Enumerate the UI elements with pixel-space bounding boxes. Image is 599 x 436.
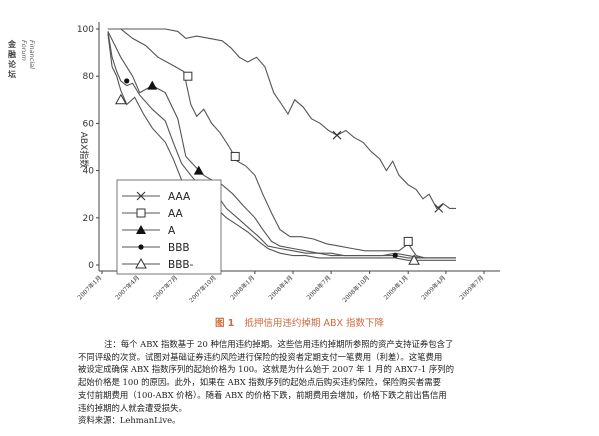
y-tick-label: 40 bbox=[83, 167, 95, 177]
legend-marker bbox=[135, 257, 147, 269]
series-marker-bbb bbox=[124, 78, 130, 84]
note-line: 注：每个 ABX 指数基于 20 种信用违约掉期。这些信用违约掉期所参照的资产支… bbox=[104, 339, 454, 349]
x-tick-label: 2007年10月 bbox=[187, 274, 217, 304]
legend-marker bbox=[136, 191, 146, 201]
legend-marker bbox=[138, 244, 144, 250]
series-marker-aa bbox=[230, 151, 240, 161]
figure-caption: 图 1 抵押信用违约掉期 ABX 指数下降 bbox=[0, 315, 599, 329]
legend-label: AA bbox=[168, 208, 183, 220]
series-line-aaa bbox=[107, 28, 456, 210]
series-marker-aa bbox=[183, 71, 193, 81]
y-tick-label: 20 bbox=[83, 214, 95, 224]
x-tick-label: 2009年7月 bbox=[458, 274, 486, 302]
y-tick-label: 60 bbox=[83, 119, 95, 129]
x-tick-label: 2007年1月 bbox=[76, 274, 104, 302]
figure-note: 注：每个 ABX 指数基于 20 种信用违约掉期。这些信用违约掉期所参照的资产支… bbox=[78, 338, 536, 427]
x-tick-label: 2009年4月 bbox=[420, 274, 448, 302]
note-line: 被设定成确保 ABX 指数序列的起始价格为 100。这就是为什么始于 2007 … bbox=[78, 364, 455, 375]
legend-label: BBB bbox=[168, 242, 190, 254]
abx-line-chart: ABX指数 0 20 40 60 80 100 2007年1月 2007年4月 2007年7月… bbox=[76, 22, 500, 304]
x-tick-label: 2008年7月 bbox=[305, 274, 333, 302]
legend-marker bbox=[136, 225, 146, 234]
y-tick-label: 0 bbox=[88, 261, 94, 271]
series-marker-aa bbox=[403, 236, 413, 246]
x-tick-label: 2009年1月 bbox=[382, 274, 410, 302]
series-line-bbb bbox=[107, 31, 456, 259]
journal-title-zh: 金融论坛 bbox=[8, 40, 16, 79]
x-tick-label: 2007年7月 bbox=[152, 274, 180, 302]
figure-title: 抵押信用违约掉期 ABX 指数下降 bbox=[244, 318, 384, 329]
x-tick-label: 2008年4月 bbox=[267, 274, 295, 302]
series-marker-bbb-minus bbox=[114, 93, 127, 105]
series-marker-bbb bbox=[392, 252, 398, 259]
series-marker-bbb-minus bbox=[408, 254, 420, 265]
x-ticks: 2007年1月 2007年4月 2007年7月 2007年10月 2008年1月 2008… bbox=[76, 271, 486, 304]
legend-label: AAA bbox=[168, 191, 191, 203]
x-tick-label: 2008年1月 bbox=[229, 274, 257, 302]
series-marker-aaa bbox=[332, 130, 342, 140]
y-tick-label: 100 bbox=[77, 25, 94, 35]
series-marker-a bbox=[147, 80, 158, 90]
figure-number: 图 1 bbox=[215, 318, 235, 329]
note-line: 不同评级的次贷。试图对基础证券违约风险进行保险的投资者定期支付一笔费用（利差）。… bbox=[78, 351, 443, 362]
y-axis-label: ABX指数 bbox=[78, 132, 90, 169]
series-line-aa bbox=[107, 28, 456, 259]
note-source: 资料来源：LehmanLive。 bbox=[78, 415, 181, 426]
note-line: 支付前期费用（100-ABX 价格）。随着 ABX 的价格下跌，前期费用会增加，… bbox=[78, 389, 447, 400]
series-marker-aaa bbox=[434, 203, 444, 213]
y-tick-label: 80 bbox=[83, 72, 95, 82]
note-line: 起始价格是 100 的原因。此外，如果在 ABX 指数序列的起始点后购买违约保险… bbox=[78, 377, 442, 388]
legend-marker bbox=[136, 208, 146, 218]
y-ticks: 0 20 40 60 80 100 bbox=[77, 25, 99, 271]
note-line: 违约掉期的人就会遭受损失。 bbox=[78, 402, 187, 413]
legend-label: BBB- bbox=[168, 259, 194, 271]
legend-label: A bbox=[168, 225, 176, 237]
x-tick-label: 2008年10月 bbox=[341, 274, 371, 304]
series-line-bbb-minus bbox=[107, 33, 456, 261]
journal-title-en: Financial Forum bbox=[20, 40, 36, 69]
series-marker-a bbox=[193, 165, 204, 175]
x-tick-label: 2007年4月 bbox=[113, 274, 141, 302]
